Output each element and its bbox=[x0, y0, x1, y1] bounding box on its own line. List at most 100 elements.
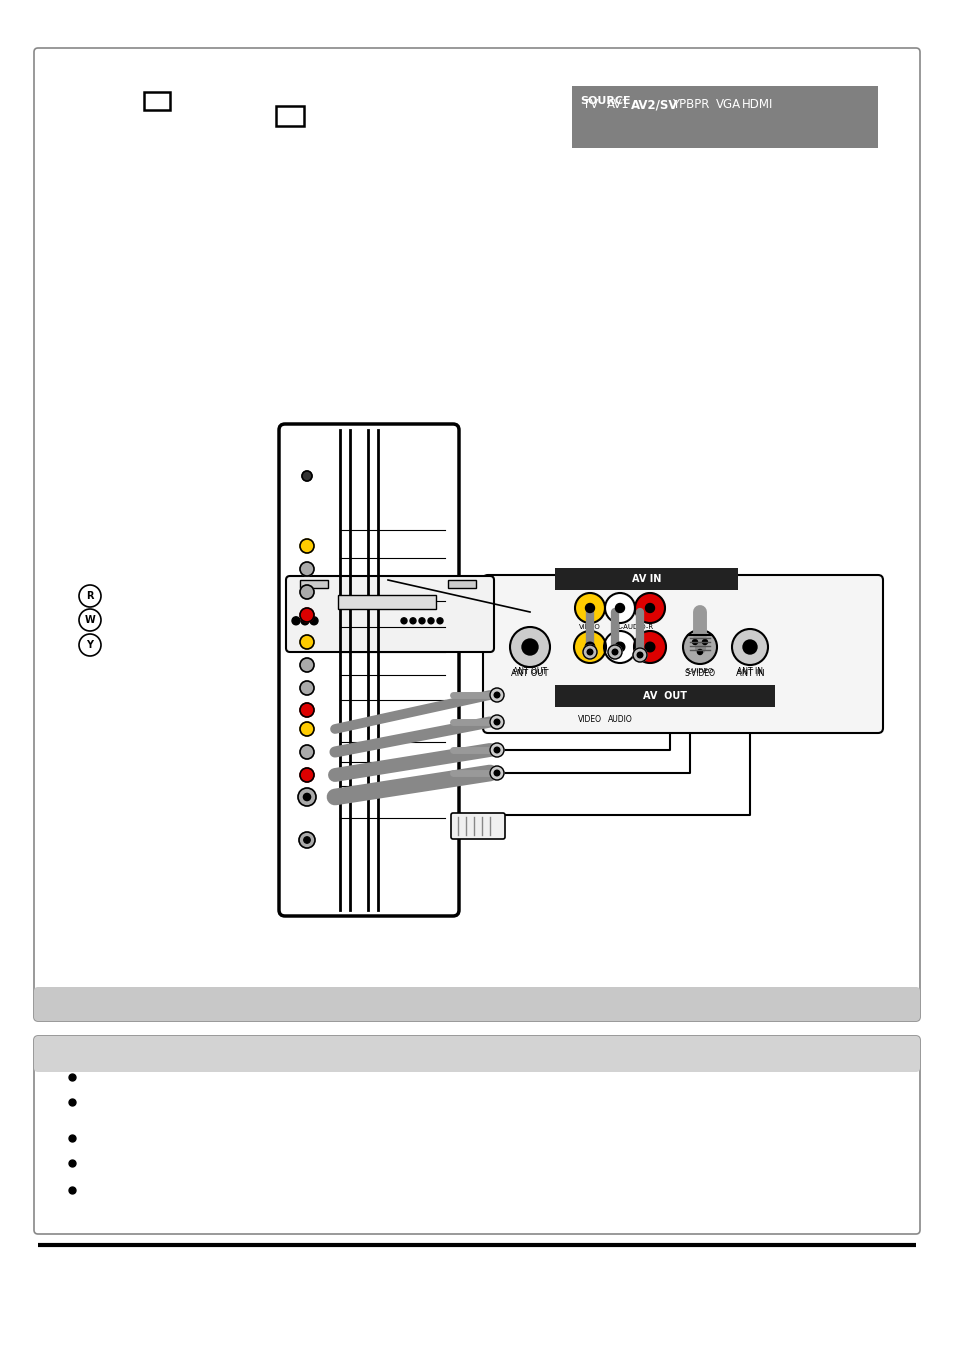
Circle shape bbox=[302, 471, 312, 482]
Text: AV IN: AV IN bbox=[631, 575, 660, 584]
Circle shape bbox=[633, 648, 646, 662]
Text: L-AUDIO-R: L-AUDIO-R bbox=[617, 625, 653, 630]
Circle shape bbox=[574, 631, 605, 662]
Text: ANT IN: ANT IN bbox=[735, 669, 763, 679]
Circle shape bbox=[644, 642, 654, 652]
Circle shape bbox=[490, 766, 503, 780]
FancyBboxPatch shape bbox=[34, 1036, 919, 1072]
Circle shape bbox=[79, 585, 101, 607]
Circle shape bbox=[299, 563, 314, 576]
Text: S-VIDEO: S-VIDEO bbox=[685, 668, 714, 674]
FancyBboxPatch shape bbox=[482, 575, 882, 733]
FancyBboxPatch shape bbox=[451, 813, 504, 839]
Circle shape bbox=[603, 631, 636, 662]
Text: AUDIO: AUDIO bbox=[607, 715, 632, 724]
Circle shape bbox=[303, 793, 311, 800]
Circle shape bbox=[692, 639, 697, 645]
Circle shape bbox=[299, 608, 314, 622]
Circle shape bbox=[615, 642, 624, 652]
Circle shape bbox=[637, 652, 642, 658]
Text: SOURCE: SOURCE bbox=[579, 96, 630, 107]
Text: Y: Y bbox=[87, 639, 93, 650]
Circle shape bbox=[587, 649, 592, 654]
Circle shape bbox=[299, 703, 314, 718]
Circle shape bbox=[303, 836, 310, 843]
Circle shape bbox=[299, 585, 314, 599]
Circle shape bbox=[418, 618, 424, 623]
Circle shape bbox=[297, 788, 315, 805]
Circle shape bbox=[428, 618, 434, 623]
Circle shape bbox=[79, 634, 101, 656]
Bar bbox=[38, 1054, 915, 1068]
Text: AV  OUT: AV OUT bbox=[642, 691, 686, 701]
Circle shape bbox=[635, 594, 664, 623]
Circle shape bbox=[299, 681, 314, 695]
Circle shape bbox=[299, 722, 314, 737]
FancyBboxPatch shape bbox=[34, 987, 919, 1021]
Text: VIDEO: VIDEO bbox=[578, 715, 601, 724]
Circle shape bbox=[299, 658, 314, 672]
Text: VGA: VGA bbox=[716, 98, 740, 112]
Text: YPBPR: YPBPR bbox=[671, 98, 709, 112]
Circle shape bbox=[615, 603, 624, 612]
Text: HDMI: HDMI bbox=[741, 98, 773, 112]
Text: W: W bbox=[85, 615, 95, 625]
Circle shape bbox=[494, 719, 499, 724]
Circle shape bbox=[645, 603, 654, 612]
Circle shape bbox=[299, 635, 314, 649]
Circle shape bbox=[490, 743, 503, 757]
Circle shape bbox=[612, 649, 618, 654]
Bar bbox=[337, 595, 436, 608]
Circle shape bbox=[575, 594, 604, 623]
Bar bbox=[555, 685, 774, 707]
Circle shape bbox=[292, 616, 299, 625]
Circle shape bbox=[582, 645, 597, 660]
Text: R: R bbox=[86, 591, 93, 602]
Circle shape bbox=[742, 639, 757, 654]
FancyBboxPatch shape bbox=[34, 49, 919, 1021]
Circle shape bbox=[494, 770, 499, 776]
Circle shape bbox=[436, 618, 442, 623]
Text: AV1: AV1 bbox=[606, 98, 629, 112]
Circle shape bbox=[697, 649, 701, 654]
Bar bbox=[299, 580, 328, 588]
Circle shape bbox=[310, 616, 317, 625]
Bar bbox=[38, 992, 915, 1004]
Text: AV2/SV: AV2/SV bbox=[630, 98, 678, 112]
Text: ANT IN: ANT IN bbox=[737, 666, 762, 676]
FancyBboxPatch shape bbox=[278, 424, 458, 916]
Text: S-VIDEO: S-VIDEO bbox=[684, 669, 715, 679]
Circle shape bbox=[510, 627, 550, 666]
Circle shape bbox=[79, 608, 101, 631]
Circle shape bbox=[682, 630, 717, 664]
Circle shape bbox=[299, 745, 314, 759]
Circle shape bbox=[410, 618, 416, 623]
Bar bbox=[144, 92, 170, 111]
Circle shape bbox=[585, 603, 594, 612]
Text: ANT OUT: ANT OUT bbox=[511, 669, 548, 679]
Bar bbox=[555, 568, 738, 590]
Circle shape bbox=[400, 618, 407, 623]
Bar bbox=[572, 86, 877, 148]
Text: ANT OUT: ANT OUT bbox=[513, 666, 546, 676]
Circle shape bbox=[298, 832, 314, 849]
Circle shape bbox=[490, 715, 503, 728]
FancyBboxPatch shape bbox=[34, 1036, 919, 1234]
FancyBboxPatch shape bbox=[286, 576, 494, 652]
Circle shape bbox=[301, 616, 309, 625]
Circle shape bbox=[634, 631, 665, 662]
Text: TV: TV bbox=[582, 98, 598, 112]
Circle shape bbox=[584, 642, 594, 652]
Bar bbox=[448, 580, 476, 588]
Circle shape bbox=[604, 594, 635, 623]
Circle shape bbox=[490, 688, 503, 701]
Circle shape bbox=[701, 639, 707, 645]
Circle shape bbox=[521, 639, 537, 656]
Text: VIDEO: VIDEO bbox=[578, 625, 600, 630]
Circle shape bbox=[731, 629, 767, 665]
Circle shape bbox=[494, 692, 499, 697]
Circle shape bbox=[494, 747, 499, 753]
Circle shape bbox=[607, 645, 621, 660]
Circle shape bbox=[299, 540, 314, 553]
Bar bbox=[275, 107, 304, 125]
